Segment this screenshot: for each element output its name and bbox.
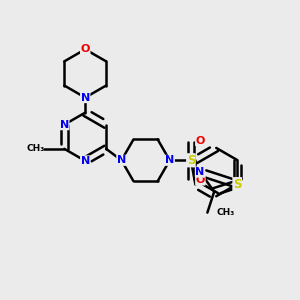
Text: N: N bbox=[81, 93, 90, 103]
Text: O: O bbox=[196, 136, 205, 146]
Text: CH₃: CH₃ bbox=[216, 208, 235, 217]
Text: N: N bbox=[81, 156, 90, 166]
Text: CH₃: CH₃ bbox=[26, 144, 45, 153]
Text: N: N bbox=[165, 155, 174, 165]
Text: O: O bbox=[80, 44, 90, 54]
Text: N: N bbox=[195, 167, 205, 177]
Text: S: S bbox=[233, 178, 242, 191]
Text: N: N bbox=[60, 120, 69, 130]
Text: O: O bbox=[196, 175, 205, 185]
Text: N: N bbox=[117, 155, 126, 165]
Text: S: S bbox=[187, 154, 195, 167]
